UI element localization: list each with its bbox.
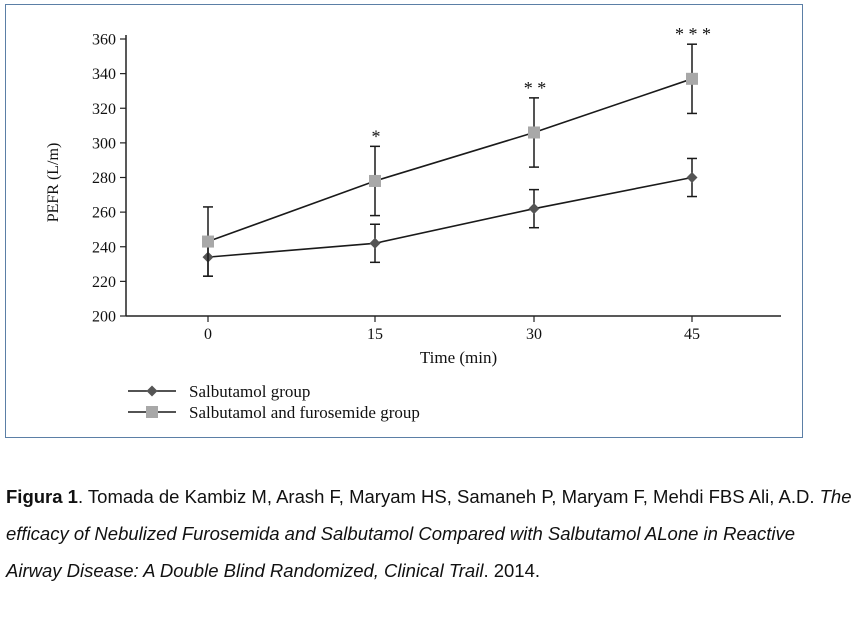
y-tick-label: 360: [92, 32, 116, 49]
caption-authors: . Tomada de Kambiz M, Arash F, Maryam HS…: [77, 486, 820, 507]
series-line: [207, 176, 693, 258]
figure-caption: Figura 1. Tomada de Kambiz M, Arash F, M…: [6, 478, 854, 589]
caption-year: . 2014.: [483, 560, 541, 581]
x-tick-label: 30: [526, 326, 542, 343]
y-tick-label: 240: [92, 239, 116, 256]
pefr-line-chart: 200 220 240 260 280 300 320 340 360 0 15 30 45 Time (…: [45, 24, 781, 422]
y-tick-label: 280: [92, 170, 116, 187]
y-tick-label: 260: [92, 205, 116, 222]
data-point-square: [686, 72, 698, 85]
y-tick-label: 200: [92, 309, 116, 326]
data-point-square: [369, 174, 381, 187]
significance-marker: * * *: [675, 24, 711, 44]
legend-marker-diamond: [146, 385, 158, 397]
data-point-diamond: [528, 203, 540, 215]
significance-marker: * *: [524, 78, 547, 98]
legend-label: Salbutamol group: [189, 382, 310, 401]
y-tick-label: 320: [92, 101, 116, 118]
x-tick-label: 0: [204, 326, 212, 343]
x-tick-label: 45: [684, 326, 700, 343]
y-tick-label: 300: [92, 135, 116, 152]
y-tick-label: 220: [92, 274, 116, 291]
data-point-diamond: [369, 237, 381, 249]
series-line: [207, 78, 693, 243]
caption-title: The efficacy of Nebulized Furosemida and…: [6, 486, 852, 581]
figure-frame: 200 220 240 260 280 300 320 340 360 0 15 30 45 Time (…: [5, 4, 803, 438]
legend-marker-square: [146, 406, 158, 418]
data-point-square: [202, 235, 214, 248]
significance-marker: *: [372, 126, 381, 146]
y-axis-label: PEFR (L/m): [45, 143, 62, 223]
data-point-square: [528, 126, 540, 139]
y-tick-label: 340: [92, 66, 116, 83]
caption-label: Figura 1: [6, 486, 78, 507]
x-axis-label: Time (min): [420, 348, 497, 367]
data-point-diamond: [686, 172, 698, 183]
legend-label: Salbutamol and furosemide group: [189, 403, 420, 422]
x-tick-label: 15: [367, 326, 383, 343]
